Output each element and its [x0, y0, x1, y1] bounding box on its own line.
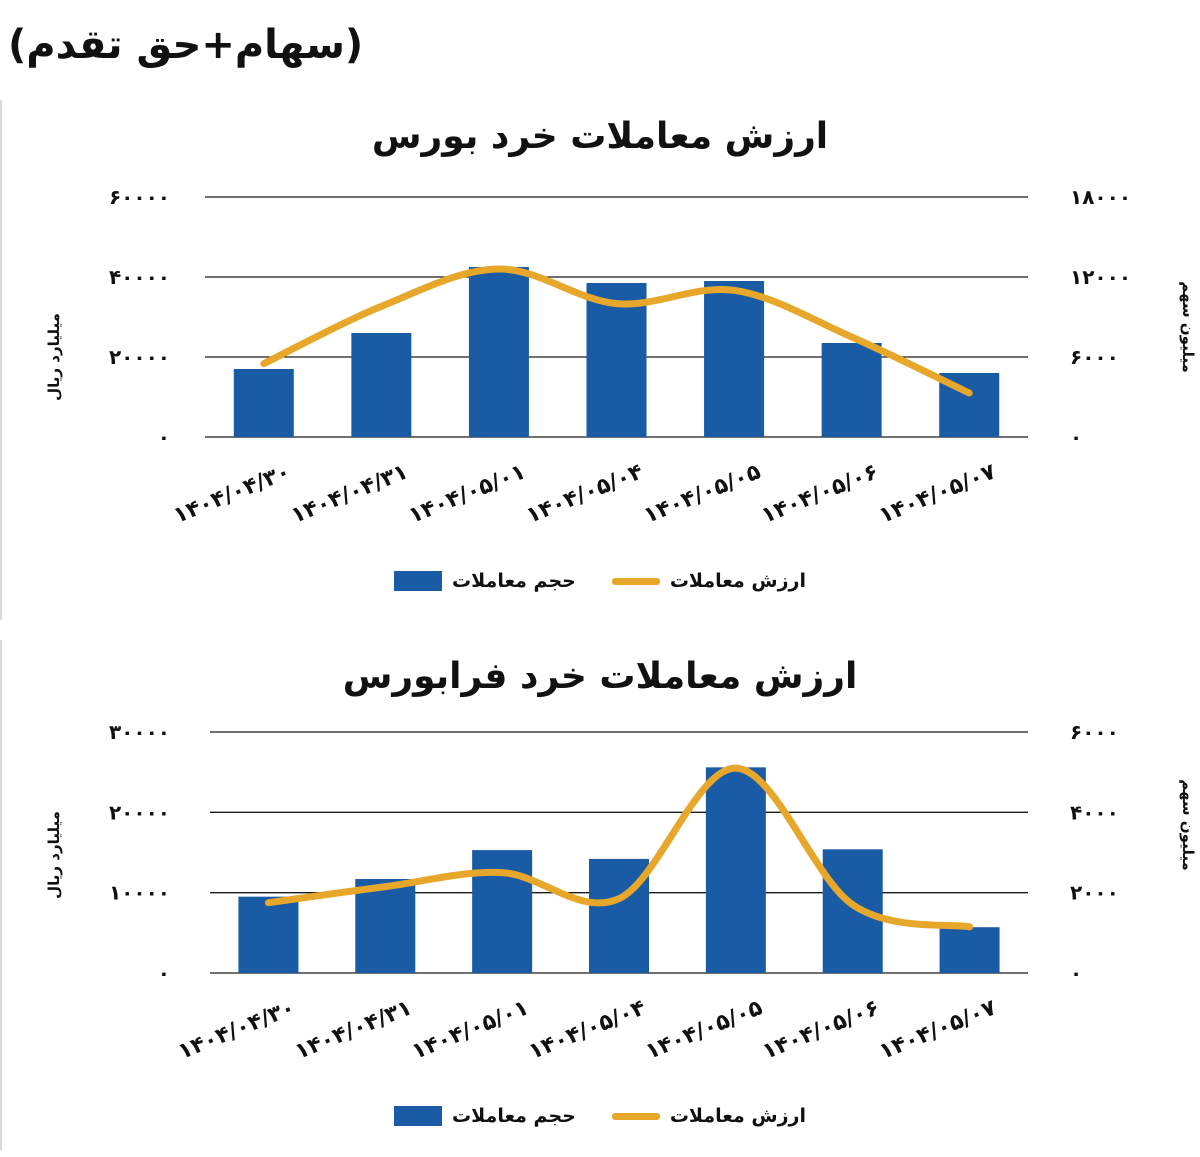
y-tick-label-left: ۲۰۰۰۰: [109, 345, 170, 369]
bar: [822, 849, 883, 973]
legend-swatch-line: [611, 577, 660, 585]
x-tick-label: ۱۴۰۴/۰۴/۳۰: [175, 995, 299, 1064]
x-tick-label: ۱۴۰۴/۰۵/۰۷: [876, 459, 1000, 529]
x-tick-label: ۱۴۰۴/۰۴/۳۱: [288, 459, 412, 528]
y-tick-label-right: ۲۰۰۰: [1070, 881, 1119, 905]
chart-legend: ارزش معاملات حجم معاملات: [0, 1105, 1200, 1127]
bar: [704, 281, 765, 437]
legend-swatch-bar: [394, 571, 443, 591]
x-tick-label: ۱۴۰۴/۰۵/۰۵: [642, 995, 766, 1064]
x-tick-label: ۱۴۰۴/۰۵/۰۵: [640, 459, 764, 528]
legend-swatch-line: [611, 1112, 660, 1120]
x-tick-label: ۱۴۰۴/۰۴/۳۰: [170, 459, 294, 528]
page-note: (سهام+حق تقدم): [8, 22, 364, 68]
bar: [233, 369, 294, 437]
legend-item-line: ارزش معاملات: [611, 1105, 806, 1127]
bar: [586, 283, 647, 437]
x-tick-label: ۱۴۰۴/۰۵/۰۴: [523, 459, 647, 528]
bar: [238, 896, 299, 973]
y-tick-label-right: ۶۰۰۰: [1070, 345, 1119, 369]
left-border-line: [0, 100, 2, 620]
bar: [821, 343, 882, 437]
x-tick-label: ۱۴۰۴/۰۵/۰۷: [876, 995, 1000, 1065]
y-tick-label-left: ۶۰۰۰۰: [109, 185, 170, 209]
bar: [355, 879, 416, 973]
y-tick-label-left: ۴۰۰۰۰: [109, 265, 170, 289]
legend-item-bar: حجم معاملات: [394, 1105, 576, 1127]
bar: [939, 927, 1000, 973]
y-tick-label-right: ۶۰۰۰: [1070, 720, 1119, 744]
x-tick-label: ۱۴۰۴/۰۵/۰۱: [405, 459, 529, 528]
chart-panel-bourse: ارزش معاملات خرد بورس میلیارد ریال میلیو…: [0, 100, 1200, 625]
y-tick-label-left: ۰: [158, 961, 170, 985]
bar: [468, 267, 529, 437]
y-tick-label-right: ۱۲۰۰۰: [1070, 265, 1131, 289]
bar: [472, 850, 533, 973]
y-tick-label-left: ۳۰۰۰۰: [109, 720, 170, 744]
bar: [351, 333, 412, 437]
chart-legend: ارزش معاملات حجم معاملات: [0, 570, 1200, 592]
y-tick-label-right: ۴۰۰۰: [1070, 800, 1119, 824]
y-tick-label-right: ۰: [1070, 961, 1082, 985]
chart-panel-farabourse: ارزش معاملات خرد فرابورس میلیارد ریال می…: [0, 640, 1200, 1157]
series-line: [264, 764, 974, 931]
chart-plot: ۰ ۰ ۲۰۰۰۰ ۶۰۰۰ ۴۰۰۰۰ ۱۲۰۰۰ ۶۰۰۰۰ ۱۸۰۰۰ ۱۴۰۴/۰۴/۳…: [109, 185, 1131, 529]
y-tick-label-right: ۰: [1070, 425, 1082, 449]
y-tick-label-left: ۰: [158, 425, 170, 449]
left-border-line: [0, 640, 2, 1150]
x-tick-label: ۱۴۰۴/۰۵/۰۶: [758, 459, 882, 528]
y-tick-label-left: ۲۰۰۰۰: [109, 800, 170, 824]
legend-label: ارزش معاملات: [669, 1105, 806, 1127]
legend-label: حجم معاملات: [452, 570, 576, 592]
legend-label: حجم معاملات: [452, 1105, 576, 1127]
y-tick-label-left: ۱۰۰۰۰: [109, 881, 170, 905]
x-tick-label: ۱۴۰۴/۰۵/۰۶: [759, 995, 883, 1064]
x-tick-label: ۱۴۰۴/۰۵/۰۱: [409, 995, 533, 1064]
chart-title: ارزش معاملات خرد فرابورس: [342, 656, 858, 697]
legend-item-line: ارزش معاملات: [611, 570, 806, 592]
bar: [705, 767, 766, 973]
x-tick-label: ۱۴۰۴/۰۴/۳۱: [292, 995, 416, 1064]
x-tick-label: ۱۴۰۴/۰۵/۰۴: [525, 995, 649, 1064]
legend-label: ارزش معاملات: [669, 570, 806, 592]
legend-swatch-bar: [394, 1106, 443, 1126]
legend-item-bar: حجم معاملات: [394, 570, 576, 592]
chart-title: ارزش معاملات خرد بورس: [371, 116, 829, 157]
series-line: [260, 265, 973, 397]
y-tick-label-right: ۱۸۰۰۰: [1070, 185, 1131, 209]
